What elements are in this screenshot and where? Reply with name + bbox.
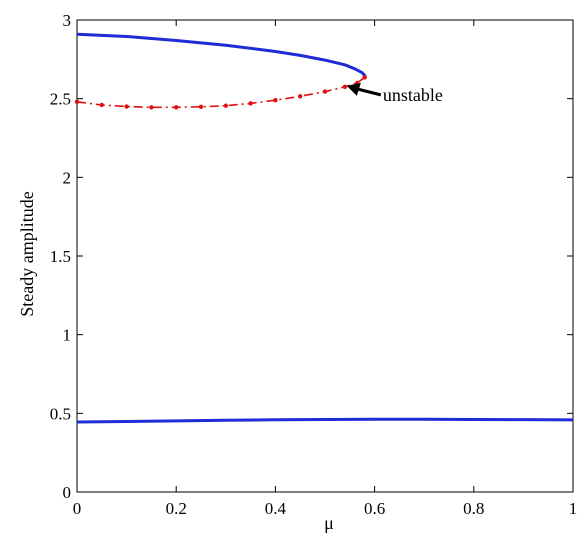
y-axis-label: Steady amplitude: [17, 191, 37, 316]
series-point: [273, 98, 278, 103]
series-point: [342, 84, 348, 90]
series-point: [124, 104, 129, 109]
y-tick-label: 1.5: [50, 247, 71, 266]
series-point: [322, 89, 328, 94]
x-tick-label: 0.4: [265, 499, 287, 518]
x-tick-label: 1: [569, 499, 578, 518]
series-point: [248, 101, 253, 106]
series-point: [362, 75, 367, 80]
series-point: [174, 105, 179, 110]
series-point: [99, 102, 105, 108]
series-point: [298, 94, 303, 99]
series-point: [74, 99, 80, 105]
series-point: [223, 103, 228, 108]
y-tick-label: 1: [63, 326, 72, 345]
y-tick-label: 2.5: [50, 90, 71, 109]
y-tick-label: 3: [63, 11, 72, 30]
plot-axes: 0 0.2 0.4 0.6 0.8 1 0 0.5 1 1.5 2 2.5 3: [50, 11, 578, 518]
series-line-1: [76, 76, 366, 109]
y-tick-label: 2: [63, 168, 72, 187]
annotation-arrow-head: [346, 82, 361, 96]
y-tick-label: 0: [63, 483, 72, 502]
x-axis-label: μ: [324, 513, 334, 533]
series-point: [149, 105, 154, 110]
annotation-layer: unstable: [346, 82, 443, 105]
series-line-2: [76, 417, 574, 424]
annotation-arrow-shaft: [356, 87, 382, 97]
series-point: [198, 104, 204, 110]
x-tick-label: 0.2: [166, 499, 187, 518]
unstable-annotation-label: unstable: [383, 85, 443, 105]
x-tick-label: 0.8: [463, 499, 484, 518]
y-tick-label: 0.5: [50, 404, 71, 423]
x-tick-label: 0.6: [364, 499, 385, 518]
series-layer: [74, 32, 574, 424]
x-tick-label: 0: [73, 499, 82, 518]
series-line-0: [76, 32, 367, 78]
